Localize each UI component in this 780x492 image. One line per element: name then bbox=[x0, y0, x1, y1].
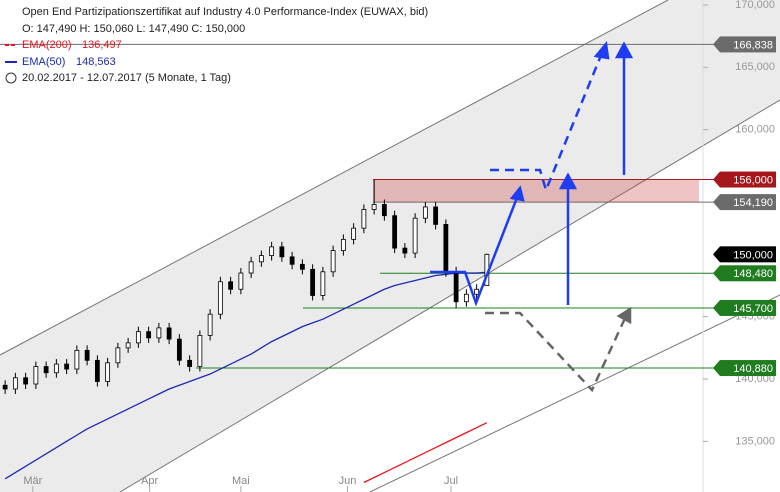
legend-name: EMA(200) bbox=[22, 39, 72, 51]
candle-body bbox=[43, 366, 49, 374]
candle-body bbox=[53, 363, 59, 374]
channel-lower bbox=[369, 294, 780, 492]
level-pointer bbox=[713, 246, 720, 263]
candle-body bbox=[443, 224, 449, 273]
channel-middle bbox=[119, 99, 780, 492]
y-tick-label: 165,000 bbox=[735, 61, 775, 73]
candle-body bbox=[474, 288, 480, 295]
channel-upper bbox=[0, 0, 669, 356]
level-label: 140,880 bbox=[733, 363, 773, 375]
candle-body bbox=[453, 271, 459, 303]
legend-value: 136,497 bbox=[82, 39, 122, 51]
y-tick-label: 135,000 bbox=[735, 435, 775, 447]
level-label: 148,480 bbox=[733, 268, 773, 280]
legend-value: 148,563 bbox=[76, 56, 116, 68]
level-box bbox=[720, 171, 776, 188]
level-label: 154,190 bbox=[733, 197, 773, 209]
annotations bbox=[430, 41, 634, 393]
candle-body bbox=[238, 272, 244, 290]
legend-name: EMA(50) bbox=[22, 56, 65, 68]
level-box bbox=[720, 265, 776, 282]
level-label: 166,838 bbox=[733, 39, 773, 51]
x-tick-label: Mär bbox=[23, 475, 42, 487]
candle-body bbox=[463, 293, 469, 303]
level-pointer bbox=[713, 265, 720, 282]
level-label: 145,700 bbox=[733, 303, 773, 315]
y-tick-label: 160,000 bbox=[735, 124, 775, 136]
level-pointer bbox=[713, 360, 720, 377]
candle-body bbox=[381, 204, 387, 217]
level-box bbox=[720, 299, 776, 316]
candle-body bbox=[74, 349, 80, 370]
candle-body bbox=[299, 263, 305, 270]
resistance-zone bbox=[373, 179, 699, 203]
level-pointer bbox=[713, 194, 720, 211]
candle-body bbox=[433, 206, 439, 225]
x-tick-label: Jul bbox=[444, 475, 458, 487]
x-tick-label: Apr bbox=[141, 475, 158, 487]
ema-line bbox=[4, 271, 487, 480]
candle-body bbox=[330, 250, 336, 273]
candle-body bbox=[217, 281, 223, 315]
candle-body bbox=[135, 331, 141, 344]
level-pointer bbox=[713, 299, 720, 316]
ohlc: O: 147,490 H: 150,060 L: 147,490 C: 150,… bbox=[22, 23, 245, 35]
candle-body bbox=[94, 359, 100, 382]
candle-body bbox=[2, 384, 8, 390]
candle-body bbox=[289, 256, 295, 265]
candle-body bbox=[320, 271, 326, 296]
x-tick-label: Mai bbox=[232, 475, 250, 487]
level-box bbox=[720, 246, 776, 263]
candle-body bbox=[33, 366, 39, 385]
clock-icon bbox=[5, 72, 17, 84]
levels: 166,838 156,000 154,190 150,000 148,480 145,7… bbox=[0, 36, 776, 377]
candle-body bbox=[228, 281, 234, 290]
candle-body bbox=[23, 377, 29, 385]
candle-body bbox=[166, 327, 172, 340]
candle-body bbox=[197, 334, 203, 367]
candle-body bbox=[64, 363, 70, 370]
level-box bbox=[720, 36, 776, 53]
candle-body bbox=[248, 261, 254, 274]
candle-body bbox=[351, 227, 357, 240]
title: Open End Partizipationszertifikat auf In… bbox=[22, 6, 428, 18]
candle-body bbox=[279, 246, 285, 258]
period: 20.02.2017 - 12.07.2017 (5 Monate, 1 Tag… bbox=[22, 72, 231, 84]
plot bbox=[2, 179, 490, 484]
candle-body bbox=[412, 217, 418, 254]
level-box bbox=[720, 194, 776, 211]
level-pointer bbox=[713, 171, 720, 188]
level-box bbox=[720, 360, 776, 377]
x-tick-label: Jun bbox=[339, 475, 357, 487]
candle-body bbox=[371, 204, 377, 210]
level-label: 150,000 bbox=[733, 249, 773, 261]
candle-body bbox=[392, 215, 398, 249]
candle-body bbox=[340, 238, 346, 252]
candle-body bbox=[84, 349, 90, 361]
candle-body bbox=[361, 209, 367, 229]
level-pointer bbox=[713, 36, 720, 53]
ema-line bbox=[363, 422, 488, 484]
candle-body bbox=[310, 268, 316, 296]
candle-body bbox=[187, 359, 193, 367]
legend: Open End Partizipationszertifikat auf In… bbox=[5, 6, 428, 84]
candle-body bbox=[125, 342, 131, 349]
candle-body bbox=[115, 347, 121, 364]
candle-body bbox=[422, 206, 428, 219]
level-label: 156,000 bbox=[733, 174, 773, 186]
candle-body bbox=[146, 331, 152, 339]
candle-body bbox=[12, 377, 18, 390]
candle-body bbox=[258, 255, 264, 263]
candle-body bbox=[176, 338, 182, 361]
candle-body bbox=[105, 362, 111, 382]
y-tick-label: 170,000 bbox=[735, 0, 775, 11]
candle-body bbox=[269, 246, 275, 256]
candle-body bbox=[156, 327, 162, 339]
candle-body bbox=[402, 247, 408, 254]
candle-body bbox=[207, 313, 213, 336]
